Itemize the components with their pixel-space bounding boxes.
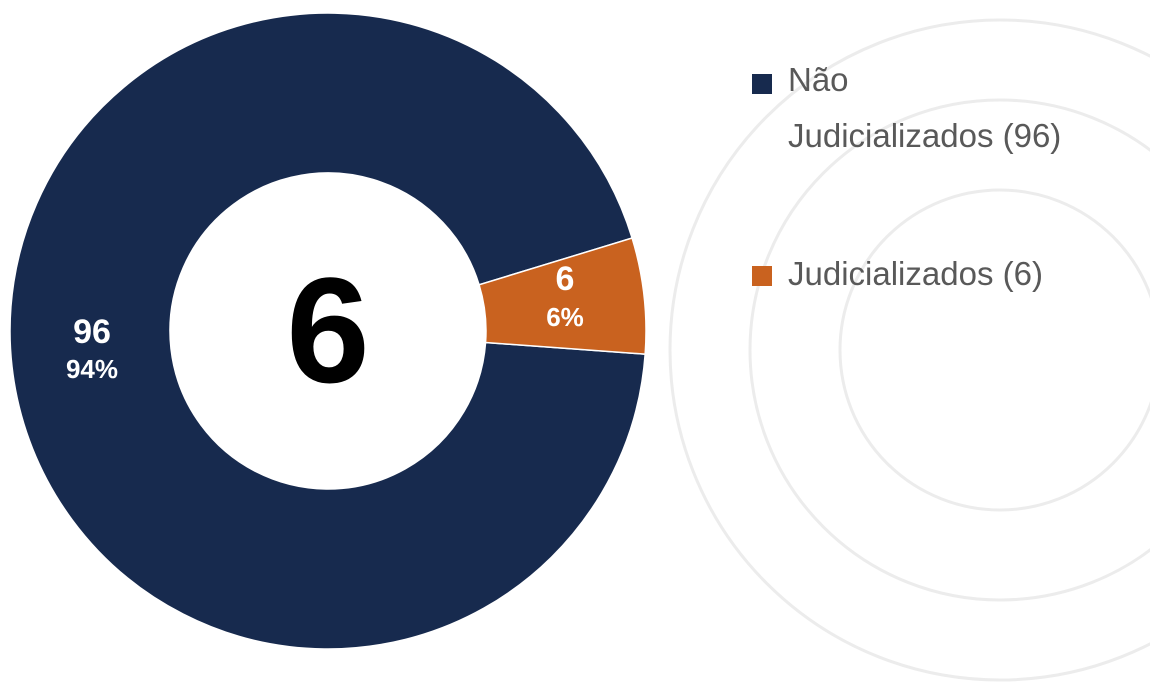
data-label-nao-judicializados: 96 94% <box>32 312 152 386</box>
data-label-percent: 6% <box>546 302 584 332</box>
legend-label: Judicializados (6) <box>788 255 1043 292</box>
legend-swatch-orange <box>752 266 772 286</box>
legend-swatch-navy <box>752 74 772 94</box>
legend-label-line2: Judicializados (96) <box>788 117 1062 154</box>
slice-judicializados <box>478 237 647 355</box>
data-label-value: 6 <box>555 260 575 298</box>
data-label-percent: 94% <box>65 354 119 384</box>
slice-n-o-judicializados <box>9 12 646 650</box>
center-label: 6 <box>286 246 370 414</box>
legend-label: Não Judicializados (96) <box>788 52 1061 164</box>
legend-label-line1: Não <box>788 61 849 98</box>
data-label-judicializados: 6 6% <box>505 258 625 334</box>
watermark-emblem <box>668 18 1150 682</box>
data-label-value: 96 <box>73 313 111 351</box>
